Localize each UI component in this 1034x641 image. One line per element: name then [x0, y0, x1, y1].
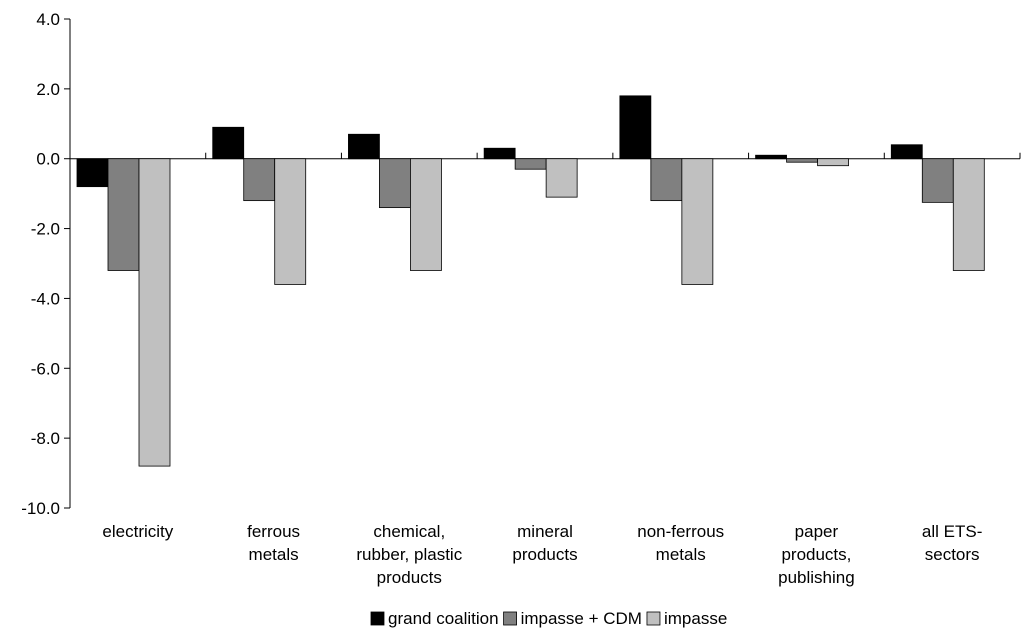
legend-label: impasse + CDM: [521, 609, 642, 628]
bar-grand-coalition: [76, 158, 109, 188]
bar-grand-coalition: [890, 144, 923, 160]
y-tick-label: -4.0: [31, 289, 60, 308]
legend-label: grand coalition: [388, 609, 499, 628]
bar-impasse: [274, 158, 307, 285]
legend: grand coalition impasse + CDM impasse: [370, 609, 727, 628]
bar-grand-coalition: [483, 147, 516, 160]
bar-impasse-cdm: [379, 158, 411, 209]
bar-impasse-cdm: [243, 158, 276, 202]
bar-impasse-cdm: [650, 158, 683, 202]
bar-grand-coalition: [212, 126, 245, 160]
legend-swatch: [370, 611, 385, 626]
bar-impasse: [952, 158, 985, 271]
bar-impasse-cdm: [107, 158, 140, 271]
y-tick-label: -2.0: [31, 220, 60, 239]
category-label: chemical, rubber, plastic products: [356, 522, 462, 587]
bar-impasse: [681, 158, 714, 285]
y-tick-label: -6.0: [31, 359, 60, 378]
bar-impasse: [138, 158, 171, 467]
legend-swatch: [646, 611, 661, 626]
category-label: non-ferrous metals: [637, 522, 724, 564]
y-tick-label: -8.0: [31, 429, 60, 448]
y-tick-label: 0.0: [36, 150, 60, 169]
bar-impasse: [817, 158, 849, 167]
bar-impasse-cdm: [921, 158, 954, 203]
axes: [69, 19, 1021, 508]
y-axis-ticks: -10.0 -8.0 -6.0 -4.0 -2.0 0.0 2.0 4.0: [21, 10, 70, 518]
category-label: all ETS-sectors: [922, 522, 982, 564]
bar-grand-coalition: [348, 133, 380, 160]
category-labels: electricity ferrous metals chemical, rubber,…: [102, 522, 982, 587]
category-label: paper products, publishing: [778, 522, 855, 587]
category-label: ferrous metals: [247, 522, 300, 564]
bar-grand-coalition: [619, 95, 652, 160]
y-tick-label: -10.0: [21, 499, 60, 518]
y-tick-label: 4.0: [36, 10, 60, 29]
y-tick-label: 2.0: [36, 80, 60, 99]
bar-impasse: [545, 158, 578, 198]
bar-impasse: [410, 158, 442, 271]
bars: [76, 95, 985, 467]
category-label: mineral products: [512, 522, 577, 564]
legend-swatch: [503, 611, 517, 626]
legend-label: impasse: [664, 609, 727, 628]
category-label: electricity: [102, 522, 173, 541]
bar-grand-coalition: [755, 154, 787, 160]
bar-impasse-cdm: [786, 158, 818, 163]
bar-impasse-cdm: [514, 158, 547, 170]
